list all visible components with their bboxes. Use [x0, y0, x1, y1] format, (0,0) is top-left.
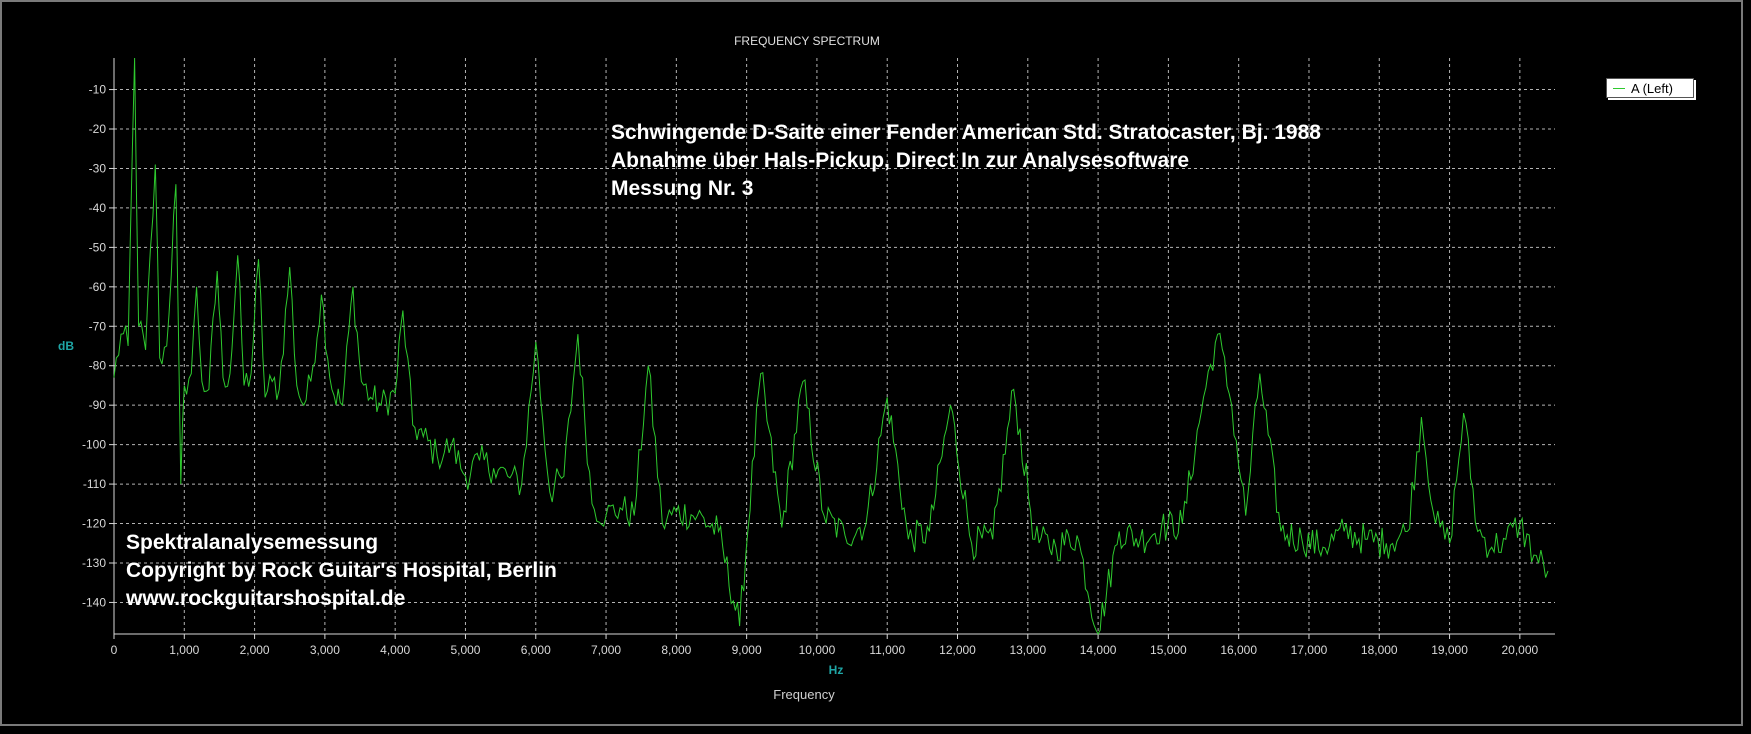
series-line-a-left [113, 57, 1549, 636]
x-tick-label: 9,000 [732, 643, 762, 657]
x-tick-label: 2,000 [240, 643, 270, 657]
y-tick-label: -10 [89, 83, 107, 97]
annotation-line: Spektralanalysemessung [126, 531, 379, 554]
x-tick-label: 14,000 [1080, 643, 1117, 657]
x-tick-label: 17,000 [1291, 643, 1328, 657]
x-tick-label: 7,000 [591, 643, 621, 657]
x-tick-label: 4,000 [380, 643, 410, 657]
x-tick-label: 10,000 [799, 643, 836, 657]
series-lines [113, 57, 1549, 636]
x-tick-label: 18,000 [1361, 643, 1398, 657]
chart-title: FREQUENCY SPECTRUM [734, 34, 880, 48]
legend-series-name: A (Left) [1631, 80, 1673, 96]
copyright-notice: Spektralanalysemessung Copyright by Rock… [126, 529, 557, 613]
y-tick-label: -30 [89, 161, 107, 175]
x-axis-label: Frequency [773, 687, 835, 702]
y-tick-label: -70 [89, 319, 107, 333]
x-tick-label: 11,000 [869, 643, 905, 657]
y-tick-label: -100 [82, 438, 106, 452]
x-axis-ticks: 0 1,000 2,000 3,000 4,000 5,000 6,000 7,000 8,00… [111, 634, 1539, 657]
annotation-line: Schwingende D-Saite einer Fender America… [611, 121, 1321, 144]
x-tick-label: 20,000 [1502, 643, 1539, 657]
x-tick-label: 13,000 [1009, 643, 1046, 657]
annotation-line: Abnahme über Hals-Pickup, Direct In zur … [611, 149, 1190, 172]
x-tick-label: 8,000 [661, 643, 691, 657]
annotation-line: www.rockguitarshospital.de [126, 587, 406, 610]
y-tick-label: -80 [89, 359, 107, 373]
y-tick-label: -90 [89, 398, 107, 412]
x-tick-label: 19,000 [1431, 643, 1468, 657]
x-tick-label: 1,000 [169, 643, 199, 657]
y-tick-label: -140 [82, 595, 106, 609]
y-tick-label: -130 [82, 556, 106, 570]
x-tick-label: 16,000 [1220, 643, 1257, 657]
chart-legend: A (Left) [1606, 78, 1694, 98]
y-tick-label: -120 [82, 517, 106, 531]
y-tick-label: -50 [89, 240, 107, 254]
x-tick-label: 5,000 [450, 643, 480, 657]
annotation-line: Messung Nr. 3 [611, 177, 754, 200]
measurement-description: Schwingende D-Saite einer Fender America… [611, 119, 1321, 203]
legend-swatch-icon [1613, 87, 1625, 89]
x-tick-label: 12,000 [939, 643, 976, 657]
annotation-line: Copyright by Rock Guitar's Hospital, Ber… [126, 559, 557, 582]
y-axis-label: dB [58, 339, 74, 353]
plot-axes [113, 58, 1555, 635]
x-axis-unit-label: Hz [829, 663, 844, 677]
y-tick-label: -40 [89, 201, 107, 215]
x-tick-label: 0 [111, 643, 118, 657]
x-tick-label: 15,000 [1150, 643, 1187, 657]
y-tick-label: -20 [89, 122, 107, 136]
y-tick-label: -110 [83, 477, 106, 491]
x-tick-label: 6,000 [521, 643, 551, 657]
y-tick-label: -60 [89, 280, 107, 294]
x-tick-label: 3,000 [310, 643, 340, 657]
grid-lines [114, 58, 1555, 634]
y-axis-ticks: -10 -20 -30 -40 -50 -60 -70 -80 -90 -100 -110 -120 -… [82, 83, 114, 609]
